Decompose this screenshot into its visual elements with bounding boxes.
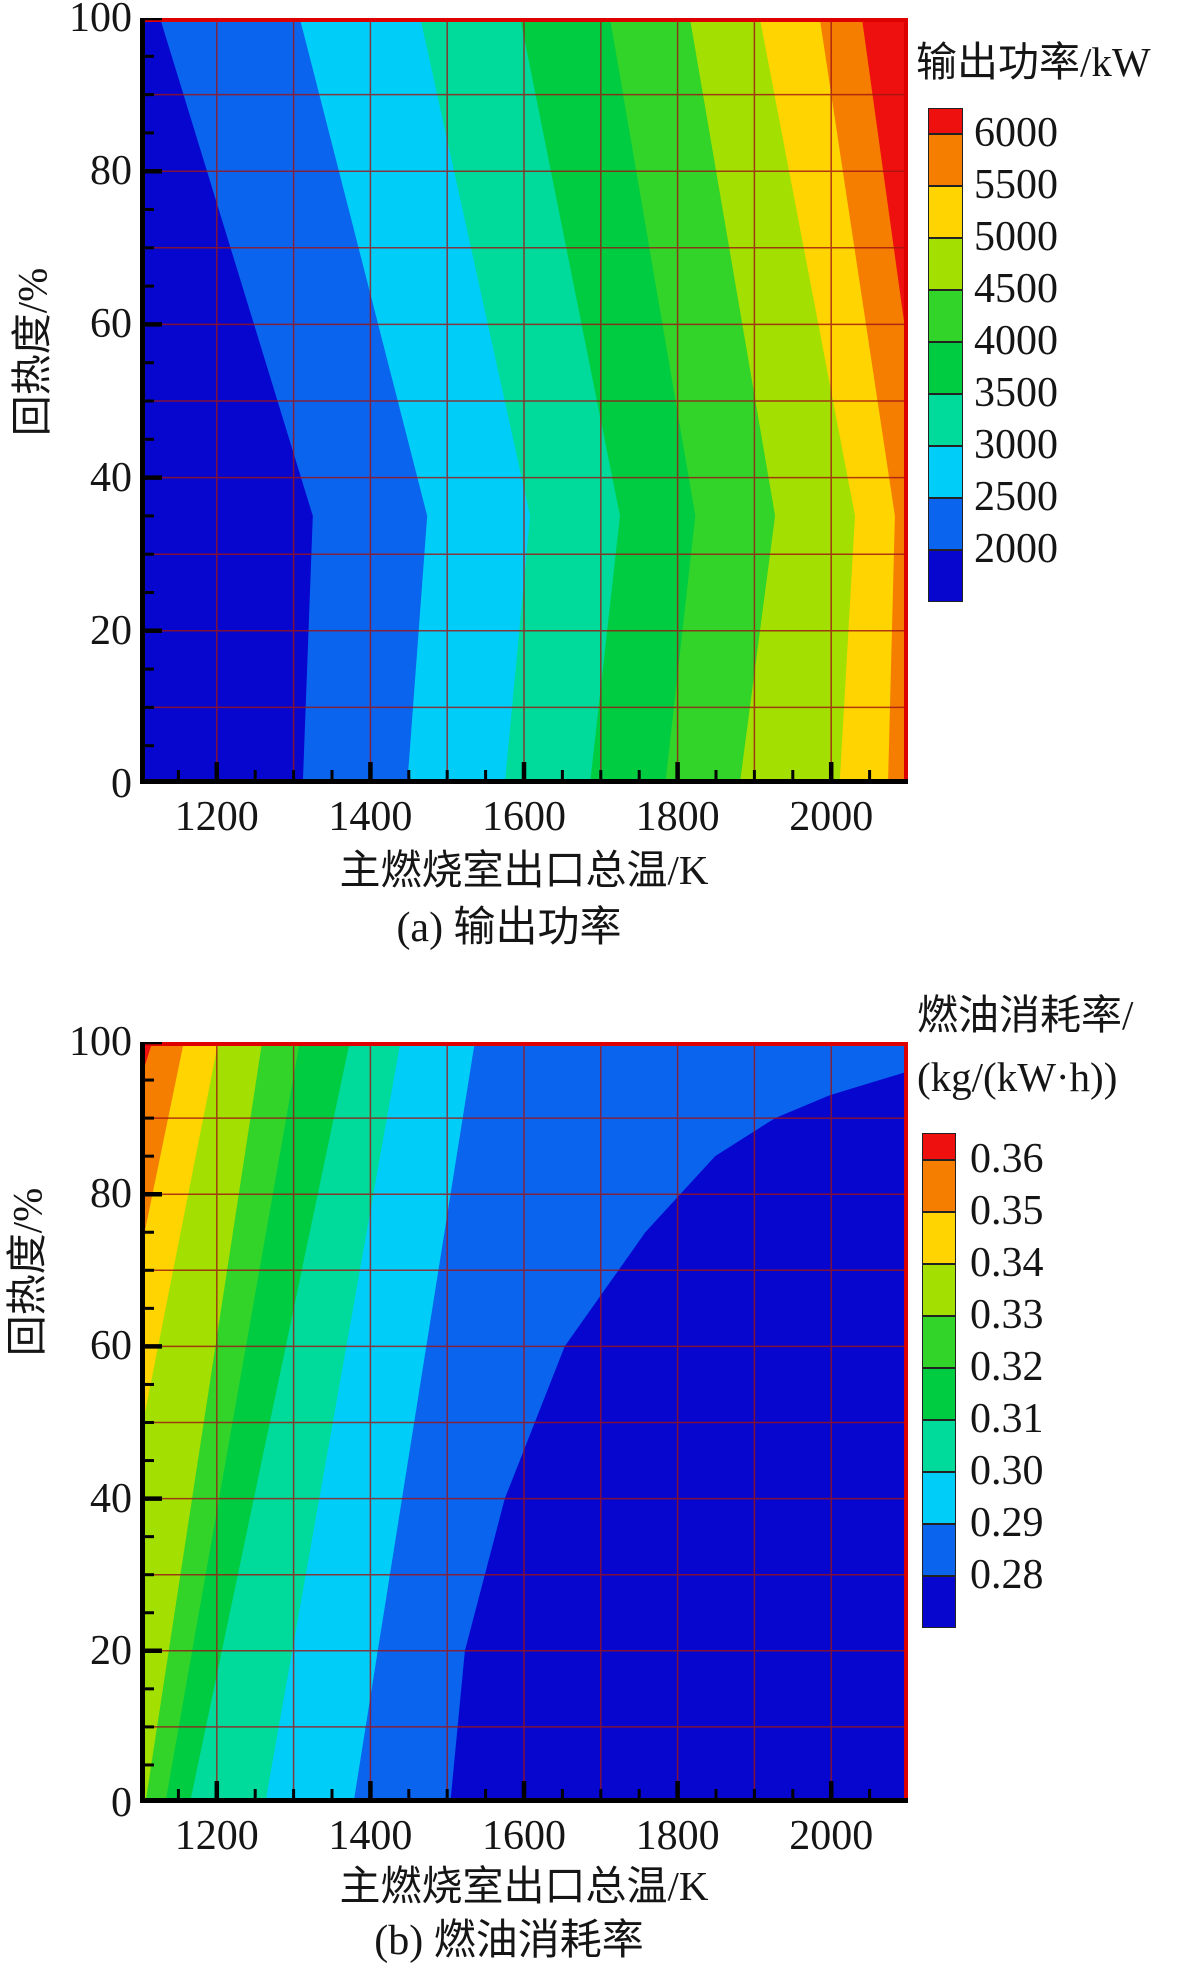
legend-swatch [922, 1420, 956, 1472]
y-tick-label: 0 [111, 761, 132, 807]
y-tick-label: 100 [69, 0, 132, 41]
legend-swatch [928, 342, 963, 394]
legend-title-line: 燃油消耗率/ [917, 992, 1134, 1038]
legend-value-label: 4500 [974, 266, 1058, 312]
legend-value-label: 0.30 [970, 1448, 1044, 1494]
legend-swatch [922, 1133, 956, 1160]
contour-plot-a [140, 18, 908, 784]
legend-swatch [922, 1368, 956, 1420]
axis-lines [140, 18, 908, 784]
legend-value-label: 0.31 [970, 1396, 1044, 1442]
legend-value-label: 4000 [974, 318, 1058, 364]
y-tick-label: 40 [90, 1475, 132, 1522]
contour-band-5500 [819, 18, 908, 784]
x-axis-title-a: 主燃烧室出口总温/K [339, 847, 709, 893]
y-axis-title-a: 回热度/% [9, 267, 55, 437]
legend-value-label: 5000 [974, 214, 1058, 260]
legend-swatch [922, 1264, 956, 1316]
legend-title-line: (kg/(kW·h)) [917, 1054, 1118, 1100]
x-axis-title-b: 主燃烧室出口总温/K [339, 1863, 709, 1909]
legend-swatch [922, 1524, 956, 1576]
x-tick-label: 2000 [789, 1813, 874, 1859]
legend-title-line: 输出功率/kW [916, 39, 1151, 85]
contour-plot-b [140, 1042, 908, 1803]
panel-caption-b: (b) 燃油消耗率 [374, 1918, 644, 1964]
legend-swatch [922, 1160, 956, 1212]
legend-swatch [922, 1576, 956, 1628]
legend-value-label: 0.35 [970, 1188, 1044, 1234]
panel-caption-a: (a) 输出功率 [396, 905, 622, 951]
y-tick-label: 20 [90, 1627, 132, 1674]
grid-lines [140, 1042, 908, 1803]
legend-value-label: 2000 [974, 526, 1058, 572]
y-tick-label: 100 [69, 1019, 132, 1065]
legend-value-label: 0.36 [970, 1136, 1044, 1182]
x-tick-label: 1400 [328, 794, 413, 840]
legend-swatch [922, 1316, 956, 1368]
legend-value-label: 3500 [974, 370, 1058, 416]
legend-swatch [928, 290, 963, 342]
legend-value-label: 3000 [974, 422, 1058, 468]
legend-value-label: 6000 [974, 110, 1058, 156]
legend-value-label: 0.33 [970, 1292, 1044, 1338]
legend-swatch [922, 1472, 956, 1524]
x-tick-label: 1600 [482, 794, 566, 840]
legend-swatch [922, 1212, 956, 1264]
contour-band-6000 [861, 18, 908, 351]
x-tick-label: 1200 [174, 794, 259, 840]
x-tick-label: 1800 [635, 1813, 720, 1859]
x-tick-label: 1200 [174, 1813, 259, 1859]
legend-value-label: 2500 [974, 474, 1058, 520]
legend-swatch [928, 134, 963, 186]
legend-value-label: 0.34 [970, 1240, 1044, 1286]
legend-swatch [928, 108, 963, 134]
y-tick-label: 80 [90, 1171, 132, 1218]
legend-swatch [928, 394, 963, 446]
y-tick-label: 60 [90, 301, 132, 348]
legend-swatch [928, 550, 963, 602]
legend-value-label: 5500 [974, 162, 1058, 208]
grid-lines [140, 18, 908, 784]
legend-value-label: 0.29 [970, 1500, 1044, 1546]
legend-swatch [928, 238, 963, 290]
contour-band-0.28 [450, 1071, 908, 1803]
axis-lines [140, 1042, 908, 1803]
y-tick-label: 60 [90, 1323, 132, 1370]
legend-value-label: 0.32 [970, 1344, 1044, 1390]
tick-marks [145, 1042, 872, 1803]
legend-swatch [928, 186, 963, 238]
x-tick-label: 1800 [635, 794, 720, 840]
legend-swatch [928, 446, 963, 498]
x-tick-label: 2000 [789, 794, 874, 840]
y-tick-label: 20 [90, 607, 132, 654]
tick-marks [145, 18, 872, 784]
x-tick-label: 1400 [328, 1813, 413, 1859]
legend-swatch [928, 498, 963, 550]
y-tick-label: 0 [111, 1780, 132, 1826]
y-axis-title-b: 回热度/% [4, 1187, 50, 1357]
legend-value-label: 0.28 [970, 1552, 1044, 1598]
y-tick-label: 40 [90, 454, 132, 501]
y-tick-label: 80 [90, 148, 132, 195]
x-tick-label: 1600 [482, 1813, 566, 1859]
